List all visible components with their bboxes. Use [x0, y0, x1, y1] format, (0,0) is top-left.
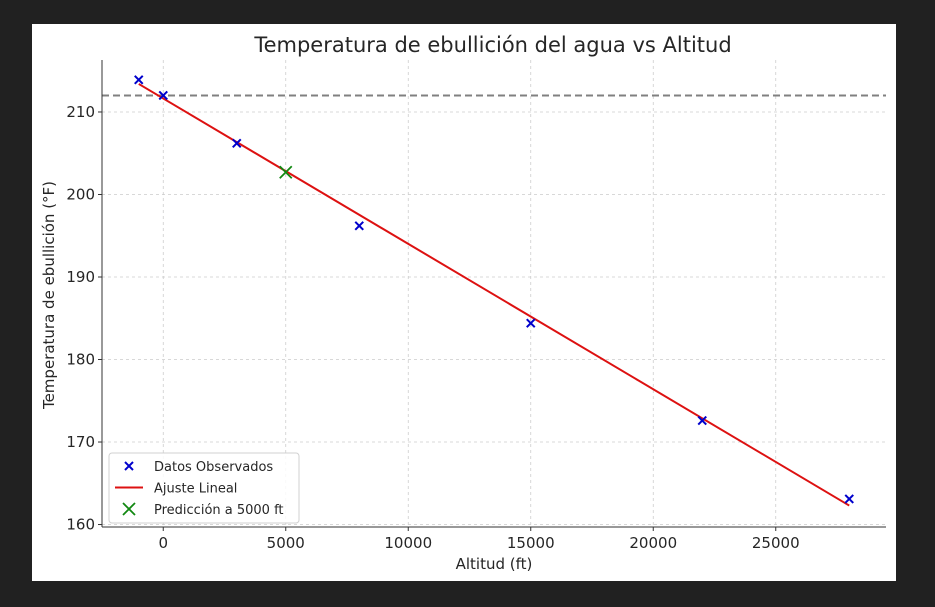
data-point [354, 221, 364, 231]
x-axis-label: Altitud (ft) [456, 555, 533, 573]
series-layer [134, 75, 854, 507]
legend-box [108, 452, 300, 524]
data-point [844, 494, 854, 504]
legend-label: Ajuste Lineal [154, 482, 237, 497]
x-tick-label: 25000 [752, 534, 800, 552]
data-point [697, 415, 707, 426]
fit-line [138, 83, 850, 507]
y-tick-label: 190 [66, 268, 95, 286]
chart-title: Temperatura de ebullición del agua vs Al… [253, 33, 731, 57]
y-tick-label: 170 [66, 433, 95, 451]
axes [101, 60, 886, 528]
chart-figure: 0 5000 10000 15000 20000 25000 160 170 180 190 200… [32, 24, 896, 581]
boiling-point-chart: 0 5000 10000 15000 20000 25000 160 170 180 190 200… [40, 33, 886, 573]
data-point [134, 75, 144, 85]
legend-marker-swatch [122, 502, 136, 516]
y-tick-label: 180 [66, 351, 95, 369]
legend: Datos Observados Ajuste Lineal Predicción … [108, 452, 300, 524]
x-tick-label: 10000 [384, 534, 432, 552]
y-tick-label: 210 [66, 103, 95, 121]
x-tick-label: 5000 [267, 534, 305, 552]
x-tick-label: 15000 [507, 534, 555, 552]
x-tick-label: 20000 [629, 534, 677, 552]
legend-label: Datos Observados [154, 460, 273, 475]
ticks: 0 5000 10000 15000 20000 25000 160 170 180 190 200… [66, 103, 799, 552]
grid [102, 60, 886, 527]
legend-marker-swatch [124, 461, 134, 471]
data-point [526, 318, 536, 328]
y-tick-label: 160 [66, 516, 95, 534]
prediction-point [279, 165, 293, 179]
data-point [232, 138, 242, 149]
x-tick-label: 0 [158, 534, 168, 552]
y-tick-label: 200 [66, 185, 95, 203]
legend-label: Predicción a 5000 ft [154, 503, 284, 518]
y-axis-label: Temperatura de ebullición (°F) [40, 181, 58, 410]
data-point [158, 90, 168, 101]
